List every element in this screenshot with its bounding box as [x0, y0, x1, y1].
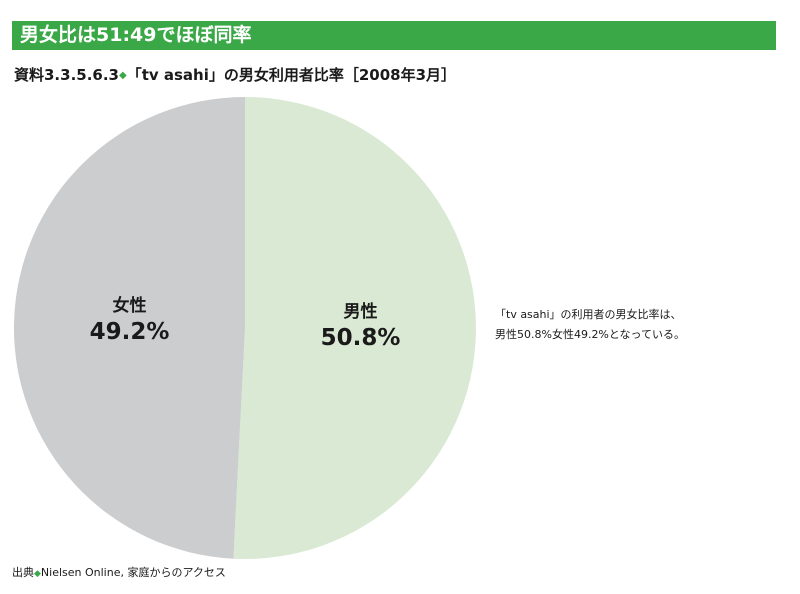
slice-value-1: 49.2%	[90, 319, 170, 345]
slice-value-0: 50.8%	[321, 325, 401, 351]
diamond-icon: ◆	[118, 70, 127, 81]
chart-callout: 「tv asahi」の利用者の男女比率は、 男性50.8%女性49.2%となって…	[495, 305, 685, 345]
pie-slice-1	[13, 97, 245, 559]
source-note: 出典◆Nielsen Online, 家庭からのアクセス	[12, 564, 226, 580]
source-text: Nielsen Online, 家庭からのアクセス	[40, 566, 226, 579]
callout-line-2: 男性50.8%女性49.2%となっている。	[495, 328, 686, 341]
figure-caption-text: 「tv asahi」の男女利用者比率［2008年3月］	[126, 66, 457, 84]
diamond-icon: ◆	[34, 569, 41, 579]
slice-label-0: 男性	[344, 301, 378, 322]
figure-caption: 資料3.3.5.6.3◆「tv asahi」の男女利用者比率［2008年3月］	[14, 64, 456, 85]
source-prefix: 出典	[12, 566, 34, 579]
banner-title: 男女比は51:49でほぼ同率	[20, 24, 252, 46]
callout-line-1: 「tv asahi」の利用者の男女比率は、	[495, 308, 682, 321]
figure-number: 資料3.3.5.6.3	[14, 66, 119, 84]
page-banner: 男女比は51:49でほぼ同率	[12, 21, 776, 50]
pie-slice-0	[233, 97, 476, 559]
slice-label-1: 女性	[113, 295, 147, 316]
